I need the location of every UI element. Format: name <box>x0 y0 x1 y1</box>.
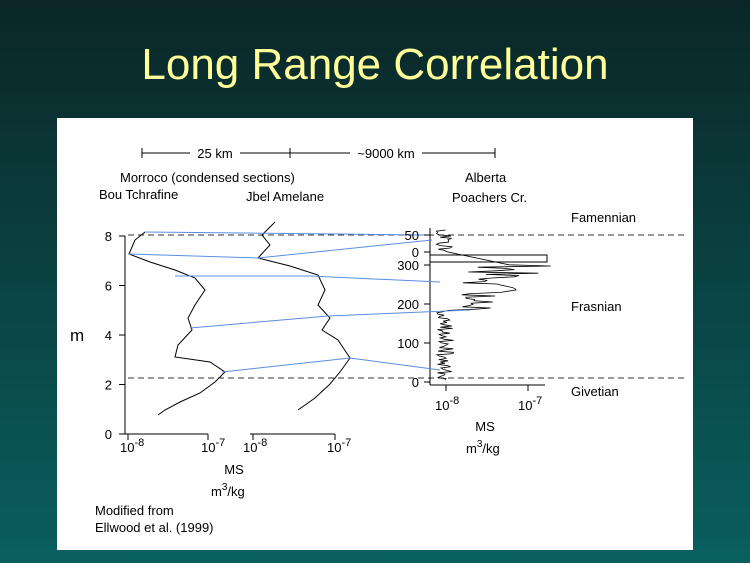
unit-part: m <box>466 441 477 456</box>
unit-name: MS <box>224 462 244 477</box>
unit-name: MS <box>475 419 495 434</box>
scale-label: 25 km <box>197 146 232 161</box>
unit-part: 3 <box>477 439 483 450</box>
unit: m3/kg <box>466 439 500 456</box>
x-label-exp: -8 <box>257 437 267 449</box>
unit: m3/kg <box>211 482 245 499</box>
note: Modified from <box>95 503 174 518</box>
y-tick-label: 200 <box>397 297 419 312</box>
y-tick-label: 0 <box>412 245 419 260</box>
y-tick-label: 4 <box>105 328 112 343</box>
x-label-exp: -8 <box>449 395 459 407</box>
axis-label: m <box>70 326 84 345</box>
y-tick-label: 50 <box>405 228 419 243</box>
y-tick-label: 100 <box>397 336 419 351</box>
y-tick-label: 8 <box>105 229 112 244</box>
x-label-exp: -8 <box>134 437 144 449</box>
x-label-exp: -7 <box>341 437 351 449</box>
slide-title: Long Range Correlation <box>141 40 609 89</box>
scale-label: ~9000 km <box>357 146 414 161</box>
y-tick-label: 6 <box>105 279 112 294</box>
x-label: 10-7 <box>201 437 225 455</box>
x-labels: 10-8 10-7 10-8 10-710-8 10-7 <box>120 395 542 455</box>
stage: Givetian <box>571 384 619 399</box>
header: Alberta <box>465 170 507 185</box>
x-label-exp: -7 <box>215 437 225 449</box>
x-label: 10-8 <box>120 437 144 455</box>
x-label: 10-8 <box>435 395 459 413</box>
x-label: 10-7 <box>327 437 351 455</box>
figure-panel <box>57 118 693 550</box>
y-tick-label: 0 <box>412 375 419 390</box>
stage-boundaries <box>128 234 685 379</box>
header: Jbel Amelane <box>246 189 324 204</box>
x-label-base: 10 <box>518 398 532 413</box>
scale-label-bg <box>190 144 240 160</box>
alberta-log <box>435 229 551 381</box>
x-label-base: 10 <box>201 440 215 455</box>
x-label-base: 10 <box>120 440 134 455</box>
stage: Famennian <box>571 210 636 225</box>
x-label-base: 10 <box>327 440 341 455</box>
correlation-lines <box>128 231 471 373</box>
unit-part: 3 <box>222 482 228 493</box>
x-label-exp: -7 <box>532 395 542 407</box>
log-curves <box>128 221 351 416</box>
unit-part: /kg <box>482 441 499 456</box>
unit-part: /kg <box>227 484 244 499</box>
axes <box>124 228 548 440</box>
unit-part: m <box>211 484 222 499</box>
y-tick-label: 300 <box>397 258 419 273</box>
scale-label-bg <box>350 144 422 160</box>
y-tick-label: 0 <box>105 427 112 442</box>
x-label: 10-8 <box>243 437 267 455</box>
header: Bou Tchrafine <box>99 187 178 202</box>
header: Poachers Cr. <box>452 190 527 205</box>
stage: Frasnian <box>571 299 622 314</box>
x-label: 10-7 <box>518 395 542 413</box>
y-tick-label: 2 <box>105 378 112 393</box>
x-label-base: 10 <box>435 398 449 413</box>
x-label-base: 10 <box>243 440 257 455</box>
note: Ellwood et al. (1999) <box>95 520 214 535</box>
header: Morroco (condensed sections) <box>120 170 295 185</box>
